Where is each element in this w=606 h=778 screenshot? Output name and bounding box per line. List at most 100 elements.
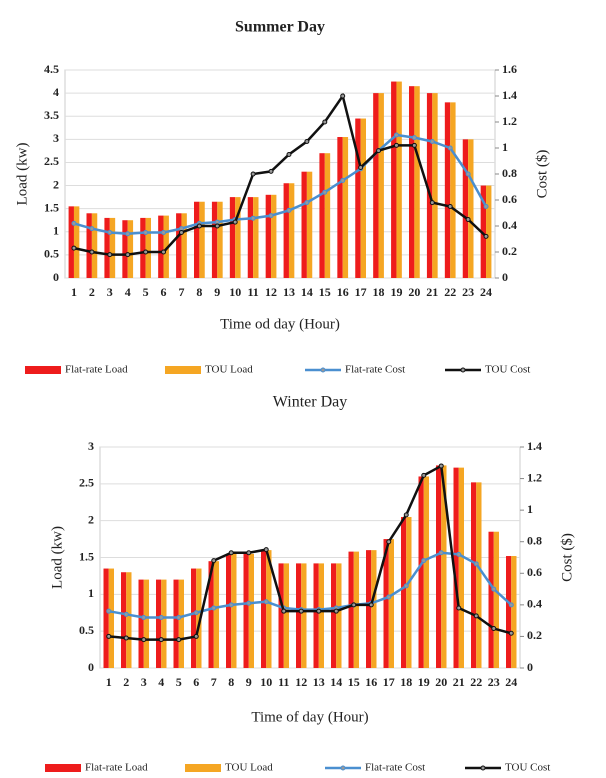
x-tick-label: 4 xyxy=(125,285,131,299)
x-tick-label: 10 xyxy=(229,285,241,299)
line-marker xyxy=(89,226,95,232)
line-marker xyxy=(228,550,234,556)
chart-title: Winter Day xyxy=(273,394,347,411)
x-tick-label: 3 xyxy=(107,285,113,299)
x-tick-label: 18 xyxy=(373,285,385,299)
bar xyxy=(337,137,343,278)
bar xyxy=(127,220,134,278)
bar xyxy=(138,579,144,668)
line-marker xyxy=(143,230,149,235)
y-tick-label: 2 xyxy=(53,177,59,191)
bar xyxy=(493,531,499,668)
bar xyxy=(342,137,349,278)
x-tick-label: 21 xyxy=(426,285,438,299)
line-marker xyxy=(214,223,220,229)
x-tick-label: 20 xyxy=(435,675,447,689)
y-tick-label: 3 xyxy=(88,439,94,453)
bar xyxy=(432,93,438,278)
y2-axis-label: Cost ($) xyxy=(559,533,575,582)
bar xyxy=(506,556,512,668)
x-tick-label: 11 xyxy=(278,675,289,689)
x-tick-label: 7 xyxy=(211,675,217,689)
y2-axis-label: Cost ($) xyxy=(534,150,550,199)
y-tick-label: 3.5 xyxy=(44,108,59,122)
x-tick-label: 22 xyxy=(470,675,482,689)
y2-tick-label: 1.2 xyxy=(502,114,517,128)
bar xyxy=(126,572,132,668)
x-tick-label: 23 xyxy=(462,285,474,299)
legend-swatch xyxy=(165,366,201,374)
line-marker xyxy=(106,633,112,639)
x-tick-label: 17 xyxy=(355,285,367,299)
y-tick-label: 2.5 xyxy=(44,154,59,168)
line-marker xyxy=(89,249,95,255)
y-tick-label: 3 xyxy=(53,131,59,145)
line xyxy=(73,93,487,256)
y-axis-label: Load (kw) xyxy=(49,526,65,589)
x-tick-label: 1 xyxy=(106,675,112,689)
bar xyxy=(441,465,447,668)
line-marker xyxy=(281,608,287,614)
bar xyxy=(355,118,361,279)
line-marker xyxy=(211,558,217,564)
line-marker xyxy=(483,204,489,209)
bar xyxy=(266,550,272,668)
line-marker xyxy=(386,539,392,545)
x-tick-label: 12 xyxy=(265,285,277,299)
bar xyxy=(176,213,182,278)
x-tick-label: 7 xyxy=(178,285,184,299)
line-marker xyxy=(316,608,322,614)
x-tick-label: 19 xyxy=(390,285,402,299)
bar xyxy=(196,568,202,668)
line-marker xyxy=(456,605,462,611)
line-marker xyxy=(508,630,514,636)
line-marker xyxy=(246,600,252,606)
line-marker xyxy=(322,189,328,195)
bar xyxy=(145,217,151,278)
line-marker xyxy=(178,230,184,235)
bar xyxy=(336,563,342,668)
bar xyxy=(86,213,92,278)
y-tick-label: 4.5 xyxy=(44,62,59,76)
y2-tick-label: 0.6 xyxy=(527,565,542,579)
line-marker xyxy=(286,207,292,213)
bar xyxy=(453,467,459,668)
line-marker xyxy=(483,233,489,239)
bar xyxy=(73,206,80,278)
y2-tick-label: 0 xyxy=(502,270,508,284)
y-tick-label: 0.5 xyxy=(79,623,94,637)
line-marker xyxy=(263,547,269,553)
x-tick-label: 6 xyxy=(161,285,167,299)
x-axis-label: Time of day (Hour) xyxy=(251,709,368,725)
y2-tick-label: 1.4 xyxy=(502,88,517,102)
y2-tick-label: 0.2 xyxy=(527,628,542,642)
line-marker xyxy=(393,132,399,138)
bar xyxy=(194,201,200,278)
bar xyxy=(271,194,277,278)
x-tick-label: 14 xyxy=(330,675,342,689)
bar xyxy=(217,201,223,278)
line-marker xyxy=(228,602,234,608)
bar xyxy=(436,465,442,668)
line-marker xyxy=(393,142,399,148)
line-marker xyxy=(438,463,444,469)
x-tick-label: 17 xyxy=(383,675,395,689)
line-marker xyxy=(465,217,471,222)
y-tick-label: 0.5 xyxy=(44,247,59,261)
x-tick-label: 12 xyxy=(295,675,307,689)
bar xyxy=(401,516,407,668)
bar xyxy=(248,553,254,668)
bar xyxy=(208,561,214,668)
bar xyxy=(173,579,179,668)
y2-tick-label: 0.8 xyxy=(502,166,517,180)
x-tick-label: 5 xyxy=(143,285,149,299)
y-tick-label: 2 xyxy=(88,512,94,526)
bar xyxy=(378,93,384,278)
line xyxy=(108,551,513,619)
bar xyxy=(103,568,109,668)
bar xyxy=(213,561,219,668)
line-marker xyxy=(376,148,382,154)
line-marker xyxy=(473,613,479,619)
line-marker xyxy=(429,200,435,206)
